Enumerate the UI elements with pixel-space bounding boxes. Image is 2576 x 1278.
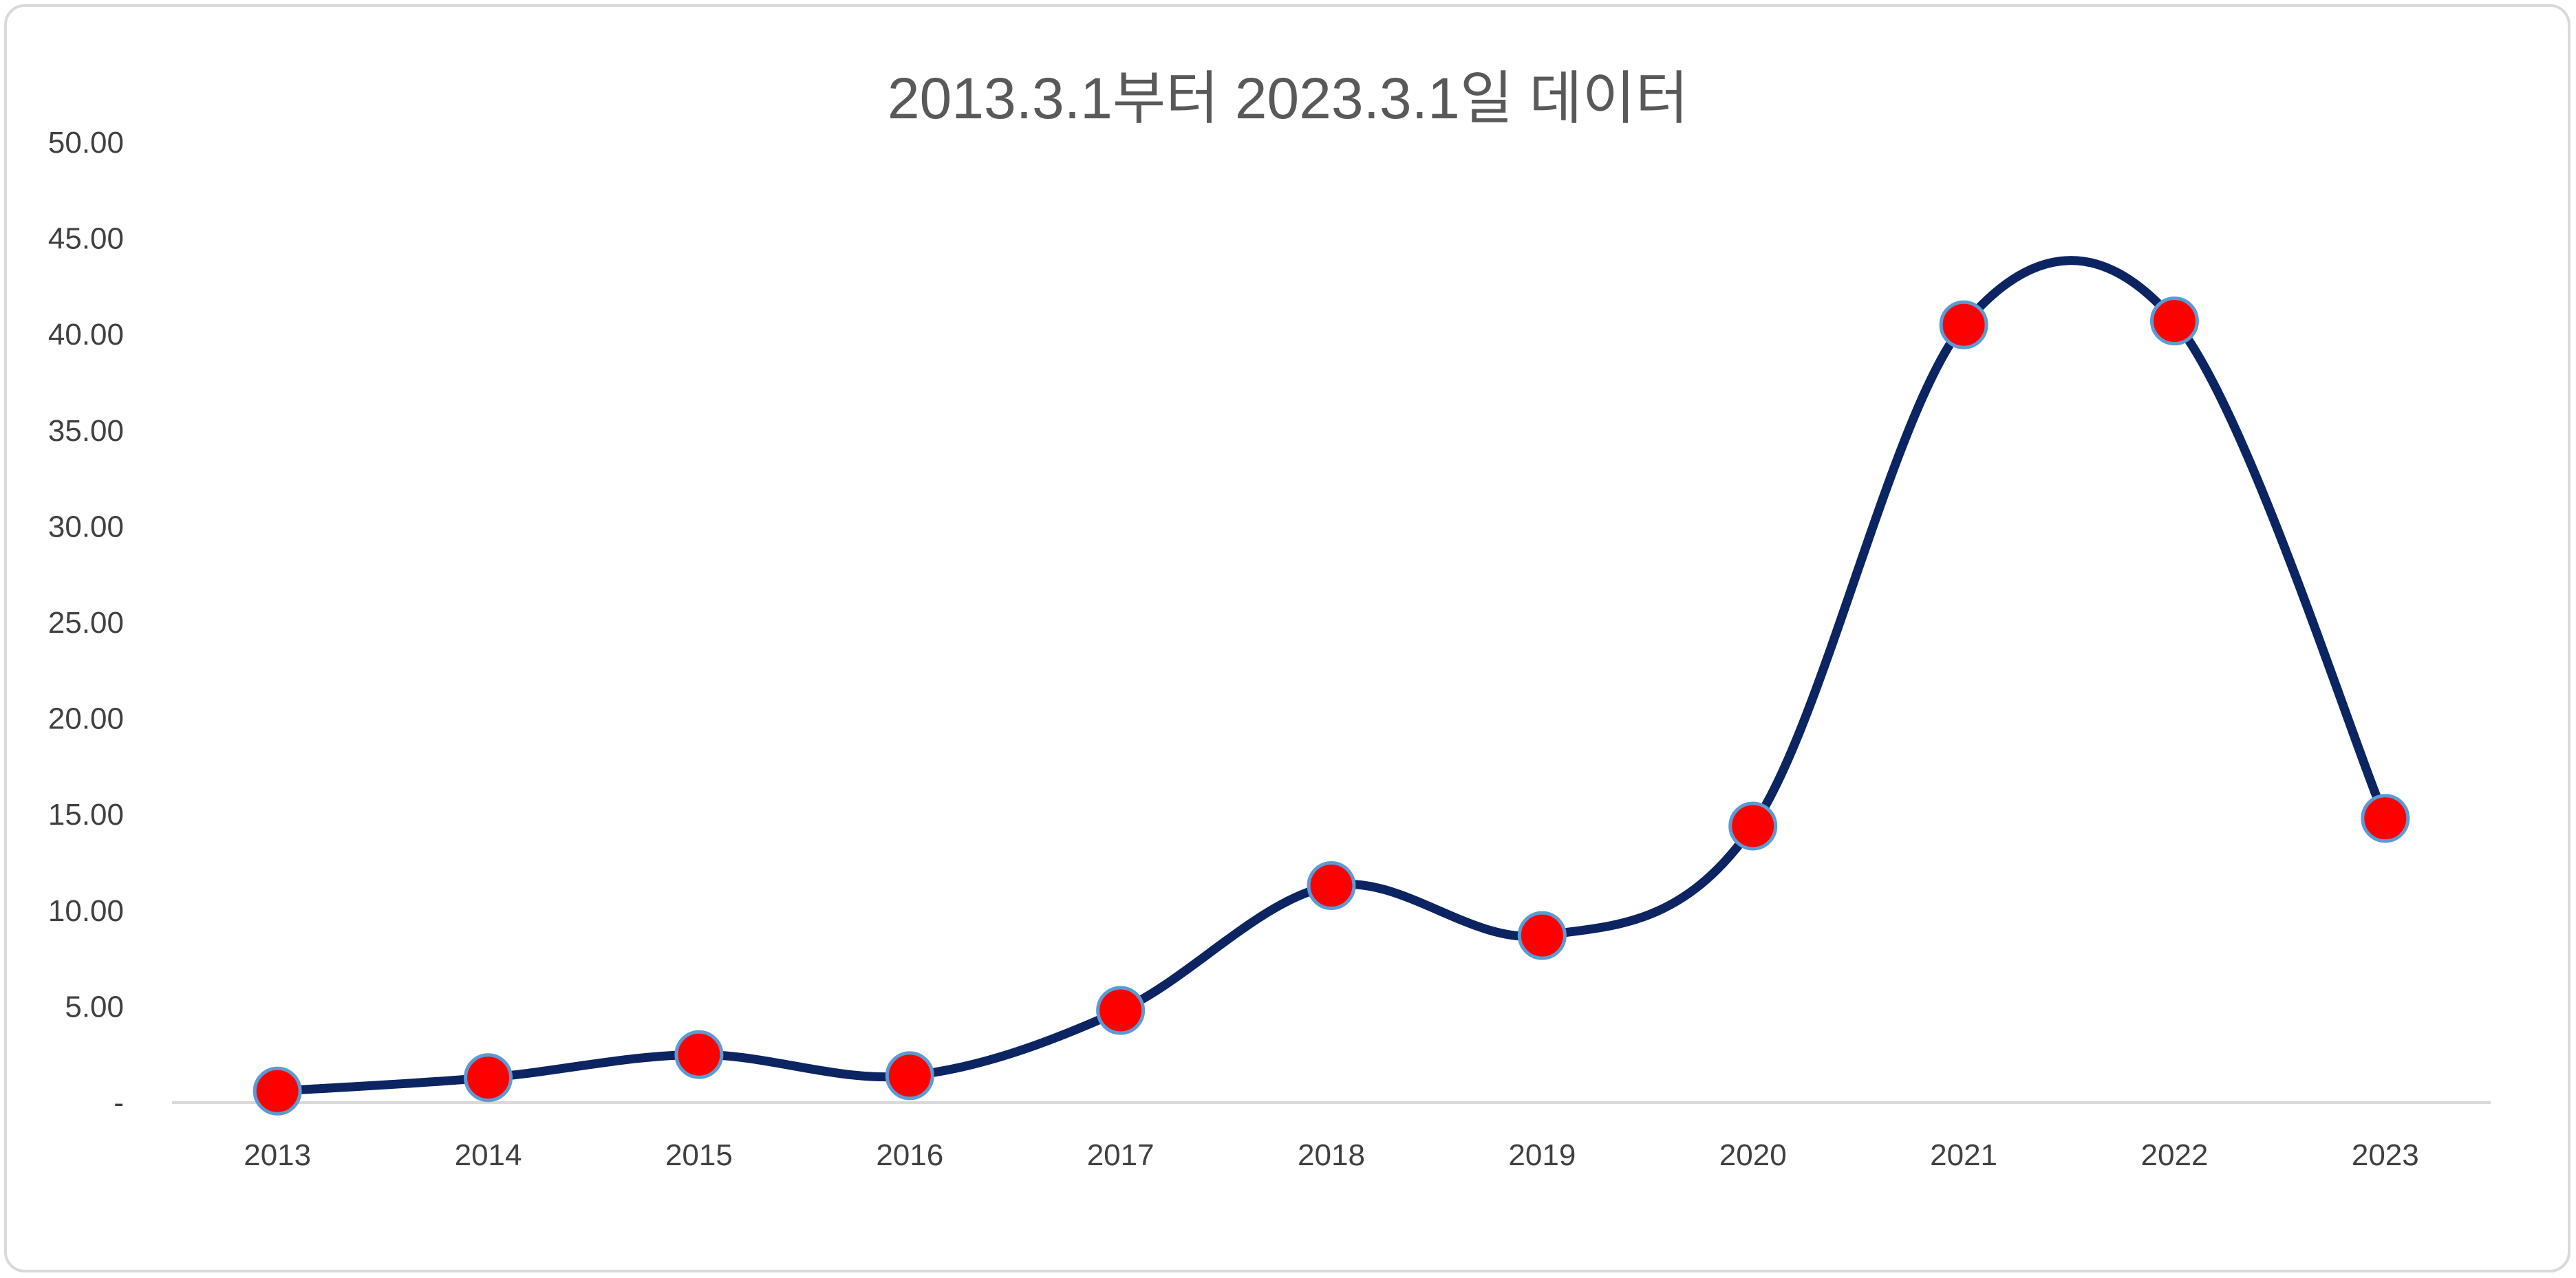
- x-tick-label: 2014: [455, 1138, 522, 1172]
- data-point-marker: [464, 1053, 513, 1103]
- x-tick-label: 2021: [1930, 1138, 1997, 1172]
- data-point-marker: [1939, 300, 1988, 349]
- y-tick-label: 10.00: [48, 894, 124, 928]
- y-tick-label: 30.00: [48, 510, 124, 543]
- chart-title: 2013.3.1부터 2023.3.1일 데이터: [888, 66, 1688, 131]
- x-tick-label: 2016: [876, 1138, 943, 1172]
- x-tick-label: 2018: [1298, 1138, 1365, 1172]
- x-axis-ticks: 2013 2014 2015 2016 2017 2018 2019 2020 2021 2022…: [244, 1138, 2419, 1172]
- data-point-marker: [1517, 911, 1567, 960]
- y-axis-ticks: - 5.00 10.00 15.00 20.00 25.00 30.00 35.00 40.00…: [48, 126, 124, 1120]
- series-markers: [253, 296, 2410, 1116]
- x-tick-label: 2013: [244, 1138, 311, 1172]
- data-point-marker: [253, 1066, 302, 1116]
- x-tick-label: 2022: [2141, 1138, 2209, 1172]
- y-tick-label: 50.00: [48, 126, 124, 160]
- x-tick-label: 2017: [1087, 1138, 1155, 1172]
- x-tick-label: 2019: [1508, 1138, 1576, 1172]
- y-tick-label: 45.00: [48, 222, 124, 256]
- data-point-marker: [2361, 794, 2410, 843]
- data-point-marker: [1728, 801, 1778, 851]
- y-tick-label: 5.00: [65, 990, 124, 1024]
- y-tick-label: 25.00: [48, 606, 124, 640]
- y-tick-label: 35.00: [48, 414, 124, 448]
- y-tick-label: 40.00: [48, 318, 124, 351]
- data-point-marker: [1096, 986, 1146, 1035]
- series-line: [272, 256, 2390, 1096]
- x-tick-label: 2015: [665, 1138, 733, 1172]
- data-point-marker: [885, 1051, 934, 1101]
- chart-frame: [4, 4, 2570, 1272]
- y-tick-label: 15.00: [48, 798, 124, 832]
- y-tick-label: 20.00: [48, 702, 124, 736]
- x-tick-label: 2020: [1719, 1138, 1787, 1172]
- x-tick-label: 2023: [2352, 1138, 2419, 1172]
- data-point-marker: [2149, 296, 2199, 346]
- data-point-marker: [674, 1030, 724, 1079]
- y-tick-label: -: [114, 1086, 124, 1120]
- data-point-marker: [1307, 861, 1356, 911]
